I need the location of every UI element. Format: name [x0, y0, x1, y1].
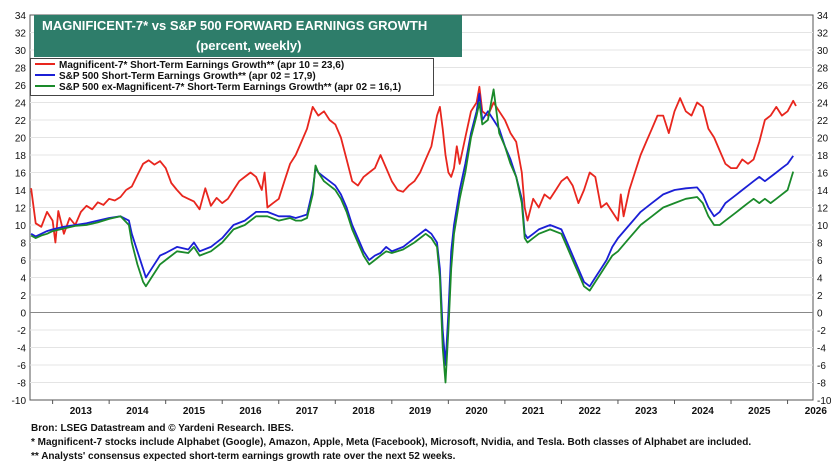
x-tick-label: 2023 [635, 406, 658, 417]
y-tick-label-right: 14 [817, 186, 829, 197]
x-tick-label: 2019 [409, 406, 432, 417]
y-tick-label-right: 2 [817, 291, 823, 302]
legend-swatch-green [35, 85, 55, 88]
y-tick-label-right: 4 [817, 274, 823, 285]
x-tick-label: 2014 [126, 406, 149, 417]
y-tick-label-left: 14 [15, 186, 27, 197]
y-tick-label-right: 22 [817, 116, 829, 127]
legend-label-sp500-exmag7: S&P 500 ex-Magnificent-7* Short-Term Ear… [59, 82, 402, 93]
legend-item-mag7: Magnificent-7* Short-Term Earnings Growt… [35, 60, 344, 72]
y-tick-label-right: 6 [817, 256, 823, 267]
y-tick-label-left: 30 [15, 46, 27, 57]
y-tick-label-left: 22 [15, 116, 27, 127]
x-tick-label: 2024 [692, 406, 715, 417]
y-tick-label-left: 2 [20, 291, 26, 302]
y-tick-label-right: -2 [817, 326, 826, 337]
y-tick-label-left: 16 [15, 169, 27, 180]
x-tick-label: 2020 [465, 406, 488, 417]
y-tick-label-right: 20 [817, 134, 829, 145]
legend-item-sp500-exmag7: S&P 500 ex-Magnificent-7* Short-Term Ear… [35, 82, 401, 94]
y-tick-label-left: -4 [17, 344, 26, 355]
series-line-0 [30, 85, 797, 244]
chart-title: MAGNIFICENT-7* vs S&P 500 FORWARD EARNIN… [42, 18, 428, 33]
y-tick-label-left: 20 [15, 134, 27, 145]
x-tick-label: 2015 [183, 406, 206, 417]
y-tick-label-right: 32 [817, 29, 829, 40]
y-tick-label-right: -4 [817, 344, 826, 355]
y-tick-label-left: 6 [20, 256, 26, 267]
chart-subtitle: (percent, weekly) [196, 38, 302, 53]
legend-swatch-red [35, 63, 55, 66]
y-tick-label-left: 0 [20, 309, 26, 320]
y-tick-label-right: -10 [817, 396, 832, 407]
y-tick-label-left: 34 [15, 11, 27, 22]
y-axis-right: -10-8-6-4-202468101214161820222426283032… [817, 11, 832, 407]
y-tick-label-left: -2 [17, 326, 26, 337]
x-tick-label: 2021 [522, 406, 545, 417]
y-tick-label-left: 26 [15, 81, 27, 92]
x-tick-label: 2013 [70, 406, 93, 417]
x-tick-label: 2025 [748, 406, 771, 417]
y-tick-label-left: 24 [15, 99, 27, 110]
y-tick-label-right: 28 [817, 64, 829, 75]
legend-label-mag7: Magnificent-7* Short-Term Earnings Growt… [59, 60, 345, 71]
y-tick-label-right: -6 [817, 361, 826, 372]
y-tick-label-left: 8 [20, 239, 26, 250]
y-tick-label-right: 24 [817, 99, 829, 110]
y-tick-label-left: -8 [17, 379, 26, 390]
chart-title-box: MAGNIFICENT-7* vs S&P 500 FORWARD EARNIN… [34, 15, 462, 57]
legend-item-sp500: S&P 500 Short-Term Earnings Growth** (ap… [35, 71, 316, 83]
y-tick-label-right: 16 [817, 169, 829, 180]
legend-swatch-blue [35, 74, 55, 77]
y-axis-left: -10-8-6-4-202468101214161820222426283032… [12, 11, 27, 407]
x-axis: 2013 2014 2015 2016 2017 2018 2019 2020 2021 2022… [52, 400, 828, 417]
y-tick-label-right: -8 [817, 379, 826, 390]
footnote-mag7: * Magnificent-7 stocks include Alphabet … [31, 437, 752, 448]
legend: Magnificent-7* Short-Term Earnings Growt… [30, 58, 434, 96]
y-tick-label-right: 8 [817, 239, 823, 250]
y-tick-label-left: -6 [17, 361, 26, 372]
y-tick-label-left: 32 [15, 29, 27, 40]
series-line-2 [30, 88, 795, 384]
y-tick-label-left: 10 [15, 221, 27, 232]
series-lines [30, 85, 797, 384]
x-tick-label: 2016 [239, 406, 262, 417]
y-tick-label-left: -10 [12, 396, 27, 407]
y-tick-label-right: 34 [817, 11, 829, 22]
y-tick-label-right: 12 [817, 204, 829, 215]
y-tick-label-left: 12 [15, 204, 27, 215]
x-tick-label: 2026 [805, 406, 828, 417]
y-tick-label-right: 30 [817, 46, 829, 57]
y-tick-label-right: 0 [817, 309, 823, 320]
y-tick-label-left: 4 [20, 274, 26, 285]
series-line-1 [30, 92, 794, 366]
x-tick-label: 2018 [352, 406, 375, 417]
y-tick-label-right: 18 [817, 151, 829, 162]
legend-label-sp500: S&P 500 Short-Term Earnings Growth** (ap… [59, 71, 316, 82]
y-tick-label-left: 28 [15, 64, 27, 75]
y-tick-label-left: 18 [15, 151, 27, 162]
source-note: Bron: LSEG Datastream and © Yardeni Rese… [31, 423, 294, 434]
y-tick-label-right: 10 [817, 221, 829, 232]
x-tick-label: 2022 [579, 406, 602, 417]
x-tick-label: 2017 [296, 406, 319, 417]
footnote-analysts: ** Analysts' consensus expected short-te… [31, 451, 456, 462]
y-tick-label-right: 26 [817, 81, 829, 92]
